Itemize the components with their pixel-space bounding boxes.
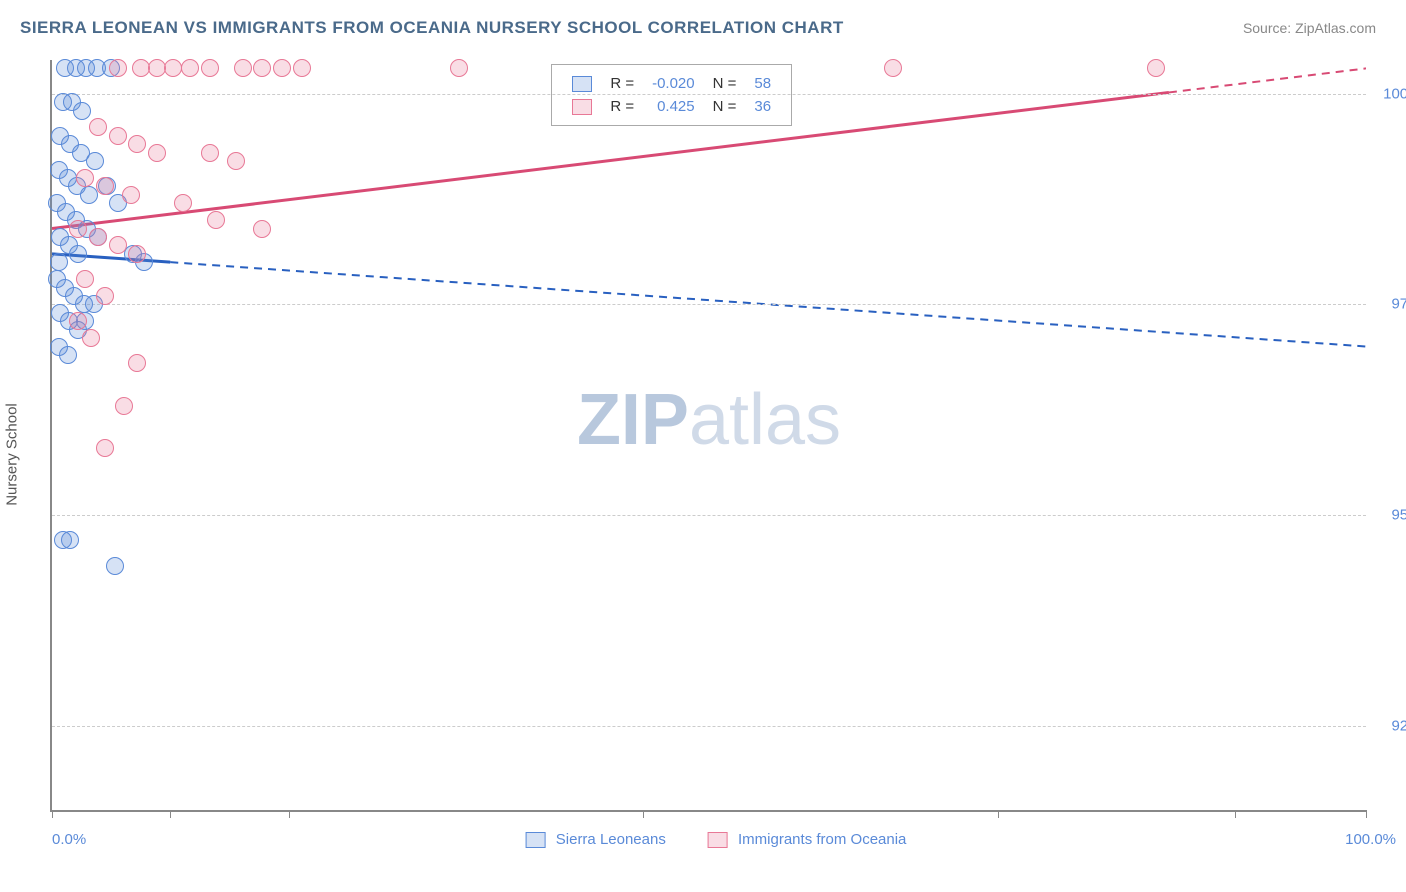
scatter-point bbox=[82, 329, 100, 347]
y-tick-label: 95.0% bbox=[1391, 507, 1406, 524]
trend-lines bbox=[52, 60, 1366, 810]
scatter-point bbox=[109, 236, 127, 254]
scatter-point bbox=[128, 135, 146, 153]
scatter-point bbox=[106, 557, 124, 575]
scatter-point bbox=[253, 220, 271, 238]
scatter-point bbox=[109, 127, 127, 145]
scatter-point bbox=[96, 287, 114, 305]
scatter-point bbox=[227, 152, 245, 170]
scatter-point bbox=[174, 194, 192, 212]
scatter-point bbox=[89, 118, 107, 136]
scatter-point bbox=[201, 144, 219, 162]
scatter-point bbox=[115, 397, 133, 415]
x-tick bbox=[1235, 810, 1236, 818]
gridline bbox=[52, 726, 1366, 727]
scatter-point bbox=[69, 312, 87, 330]
y-tick-label: 92.5% bbox=[1391, 717, 1406, 734]
scatter-point bbox=[181, 59, 199, 77]
scatter-point bbox=[884, 59, 902, 77]
scatter-point bbox=[1147, 59, 1165, 77]
x-tick bbox=[998, 810, 999, 818]
scatter-point bbox=[122, 186, 140, 204]
gridline bbox=[52, 94, 1366, 95]
scatter-point bbox=[50, 253, 68, 271]
scatter-point bbox=[59, 346, 77, 364]
scatter-point bbox=[69, 245, 87, 263]
scatter-point bbox=[253, 59, 271, 77]
scatter-point bbox=[73, 102, 91, 120]
scatter-point bbox=[234, 59, 252, 77]
scatter-point bbox=[273, 59, 291, 77]
scatter-point bbox=[164, 59, 182, 77]
correlation-legend: R =-0.020N =58R =0.425N =36 bbox=[551, 64, 792, 126]
gridline bbox=[52, 304, 1366, 305]
scatter-point bbox=[128, 354, 146, 372]
x-tick bbox=[52, 810, 53, 818]
x-tick bbox=[643, 810, 644, 818]
scatter-point bbox=[96, 439, 114, 457]
gridline bbox=[52, 515, 1366, 516]
x-axis-min-label: 0.0% bbox=[52, 831, 86, 848]
watermark: ZIPatlas bbox=[577, 379, 841, 461]
scatter-point bbox=[148, 144, 166, 162]
scatter-point bbox=[89, 228, 107, 246]
chart-title: SIERRA LEONEAN VS IMMIGRANTS FROM OCEANI… bbox=[20, 18, 844, 38]
scatter-point bbox=[61, 531, 79, 549]
chart-plot-area: ZIPatlas R =-0.020N =58R =0.425N =36 Sie… bbox=[50, 60, 1366, 812]
scatter-point bbox=[76, 270, 94, 288]
scatter-point bbox=[128, 245, 146, 263]
source-label: Source: ZipAtlas.com bbox=[1243, 20, 1376, 36]
scatter-point bbox=[450, 59, 468, 77]
y-axis-label: Nursery School bbox=[4, 403, 21, 506]
scatter-point bbox=[109, 59, 127, 77]
scatter-point bbox=[207, 211, 225, 229]
y-tick-label: 100.0% bbox=[1383, 85, 1406, 102]
scatter-point bbox=[86, 152, 104, 170]
scatter-point bbox=[69, 220, 87, 238]
x-axis-max-label: 100.0% bbox=[1345, 831, 1396, 848]
scatter-point bbox=[201, 59, 219, 77]
x-tick bbox=[170, 810, 171, 818]
x-tick bbox=[1366, 810, 1367, 818]
y-tick-label: 97.5% bbox=[1391, 296, 1406, 313]
scatter-point bbox=[293, 59, 311, 77]
scatter-point bbox=[76, 169, 94, 187]
x-tick bbox=[289, 810, 290, 818]
scatter-point bbox=[96, 177, 114, 195]
series-legend: Sierra Leoneans Immigrants from Oceania bbox=[498, 831, 921, 848]
